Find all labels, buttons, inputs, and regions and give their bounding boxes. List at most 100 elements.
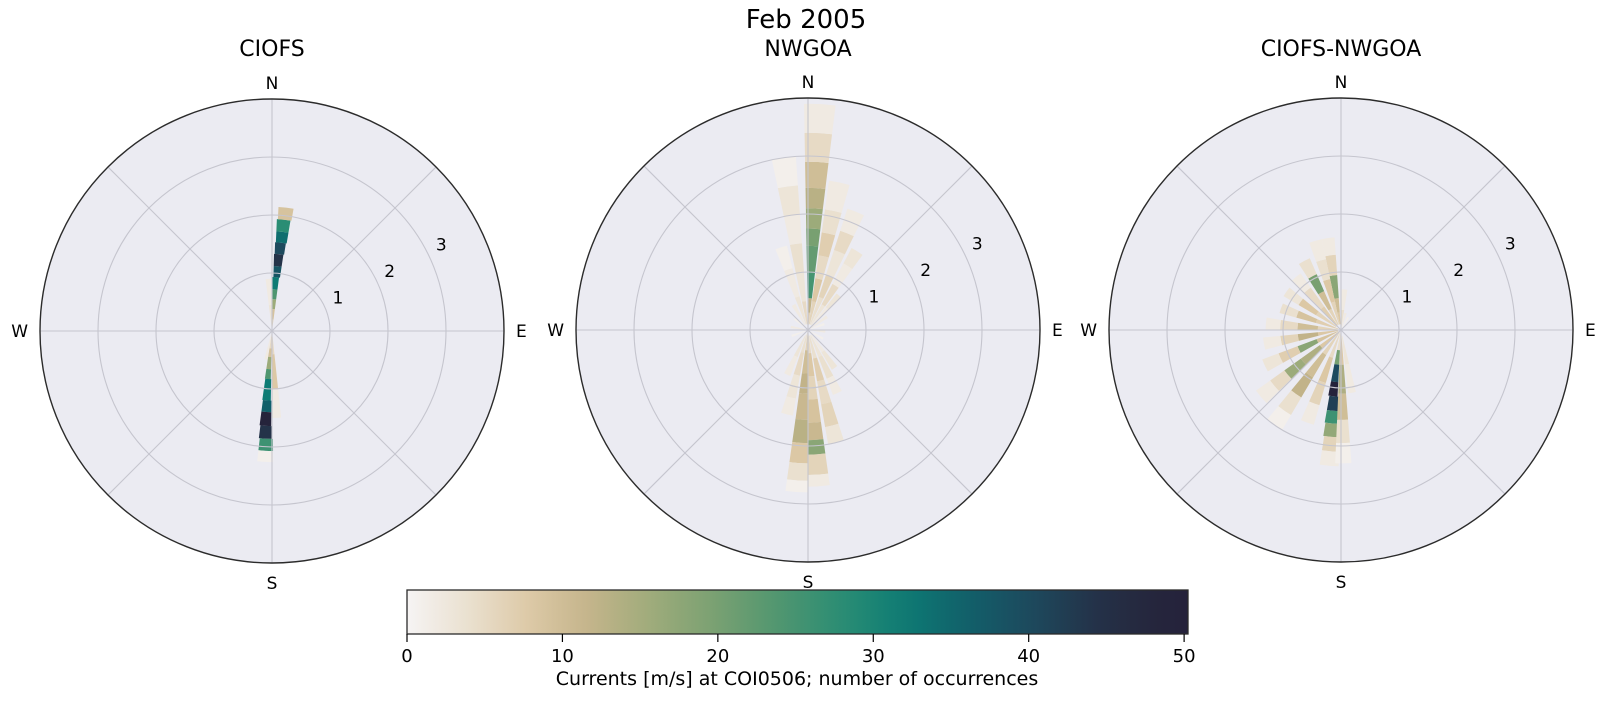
rose-segment xyxy=(1334,298,1340,313)
polar-spine xyxy=(39,98,505,564)
rose-segment xyxy=(795,272,806,302)
grid-spoke xyxy=(1176,329,1342,495)
rose-segment xyxy=(790,325,806,330)
grid-spoke xyxy=(107,166,273,332)
polar-plot-nwgoa: N E S W 1 2 3 xyxy=(547,73,1063,593)
rose-segment xyxy=(265,278,272,306)
rose-segment xyxy=(1262,353,1283,372)
rose-segment xyxy=(272,354,279,389)
rose-segment xyxy=(781,396,796,416)
rose-segment xyxy=(794,296,807,325)
rose-segment xyxy=(801,350,808,374)
rose-segment xyxy=(1317,326,1339,330)
rose-segment xyxy=(791,330,806,338)
rose-segment xyxy=(1329,275,1339,299)
rose-segment xyxy=(1341,335,1350,365)
rose-segment xyxy=(1300,401,1320,425)
rose-segment xyxy=(1296,310,1318,324)
rose-segment xyxy=(273,253,284,267)
rose-segment xyxy=(1316,331,1339,343)
rose-segment xyxy=(825,423,844,445)
cardinal-label-n: N xyxy=(802,73,815,93)
rose-segment xyxy=(812,278,823,303)
rose-segment xyxy=(771,156,798,189)
colorbar-tick-label: 40 xyxy=(1017,646,1040,667)
rose-segment xyxy=(1323,422,1339,438)
rose-segment xyxy=(795,393,808,420)
rose-segment xyxy=(808,473,830,487)
rose-segment xyxy=(1326,395,1339,412)
rose-segment xyxy=(1280,334,1299,346)
grid-spoke xyxy=(1176,165,1342,331)
rose-segment xyxy=(1297,332,1319,341)
rose-segment xyxy=(818,274,834,299)
rose-segment xyxy=(1328,381,1339,397)
rose-segment xyxy=(826,375,842,395)
rose-segment xyxy=(1329,332,1341,358)
polar-spine xyxy=(575,97,1041,563)
rose-segment xyxy=(1335,442,1352,464)
subplot-title-ciofs-nwgoa: CIOFS-NWGOA xyxy=(1260,37,1422,62)
colorbar-tick-label: 30 xyxy=(862,646,885,667)
rose-segment xyxy=(275,231,289,244)
rose-segment xyxy=(1316,259,1331,281)
radial-tick-label: 1 xyxy=(1402,287,1413,307)
cardinal-label-s: S xyxy=(267,574,278,594)
rose-segment xyxy=(258,438,274,452)
grid-spoke xyxy=(1340,165,1506,331)
rose-segment xyxy=(832,263,853,288)
rose-segment xyxy=(272,336,275,355)
figure-title: Feb 2005 xyxy=(745,5,867,35)
polar-plot-ciofs: N E S W 1 2 3 xyxy=(11,74,527,594)
rose-segment xyxy=(1341,312,1347,328)
rose-segment xyxy=(807,298,812,313)
rose-segment xyxy=(1298,298,1319,316)
rose-segment xyxy=(259,411,272,427)
rose-segment xyxy=(1298,258,1317,279)
rose-segment xyxy=(808,398,821,423)
rose-segment xyxy=(272,388,282,418)
rose-segment xyxy=(791,303,806,326)
rose-segment xyxy=(833,230,854,255)
rose-segment xyxy=(276,219,291,233)
rose-segment xyxy=(1278,390,1302,415)
rose-segment xyxy=(818,355,834,379)
radial-tick-label: 3 xyxy=(436,236,447,256)
cardinal-label-w: W xyxy=(547,321,564,341)
rose-segment xyxy=(775,245,793,271)
rose-segment xyxy=(804,132,833,164)
rose-segment xyxy=(1318,291,1332,311)
rose-segment xyxy=(1336,419,1350,444)
cardinal-label-e: E xyxy=(1585,321,1596,341)
rose-segment xyxy=(1319,331,1339,349)
rose-segment xyxy=(825,250,845,278)
rose-segment xyxy=(808,332,812,354)
rose-segment xyxy=(821,350,838,370)
rose-segment xyxy=(1280,319,1299,330)
rose-segment xyxy=(821,401,839,428)
cardinal-label-s: S xyxy=(803,573,814,593)
rose-segment xyxy=(808,439,826,455)
rose-segment xyxy=(804,103,836,135)
colorbar-tick-label: 10 xyxy=(551,646,574,667)
rose-segment xyxy=(789,442,808,464)
colorbar-tick-label: 50 xyxy=(1173,646,1196,667)
cardinal-label-s: S xyxy=(1336,573,1347,593)
radial-tick-label: 3 xyxy=(972,235,983,255)
rose-segment xyxy=(783,214,802,245)
rose-segment xyxy=(793,352,804,376)
rose-segment xyxy=(808,453,829,476)
rose-segment xyxy=(810,315,828,329)
subplot-title-ciofs: CIOFS xyxy=(239,37,305,62)
colorbar-tick-label: 20 xyxy=(706,646,729,667)
rose-segment xyxy=(805,332,808,351)
rose-segment xyxy=(272,277,280,290)
rose-segment xyxy=(805,208,823,230)
grid-spoke xyxy=(271,166,437,332)
rose-segment xyxy=(266,356,272,370)
grid-spoke xyxy=(107,330,273,496)
rose-segment xyxy=(1315,319,1339,330)
rose-segment xyxy=(1341,289,1348,310)
rose-segment xyxy=(1292,273,1311,293)
rose-segment xyxy=(1325,254,1338,277)
